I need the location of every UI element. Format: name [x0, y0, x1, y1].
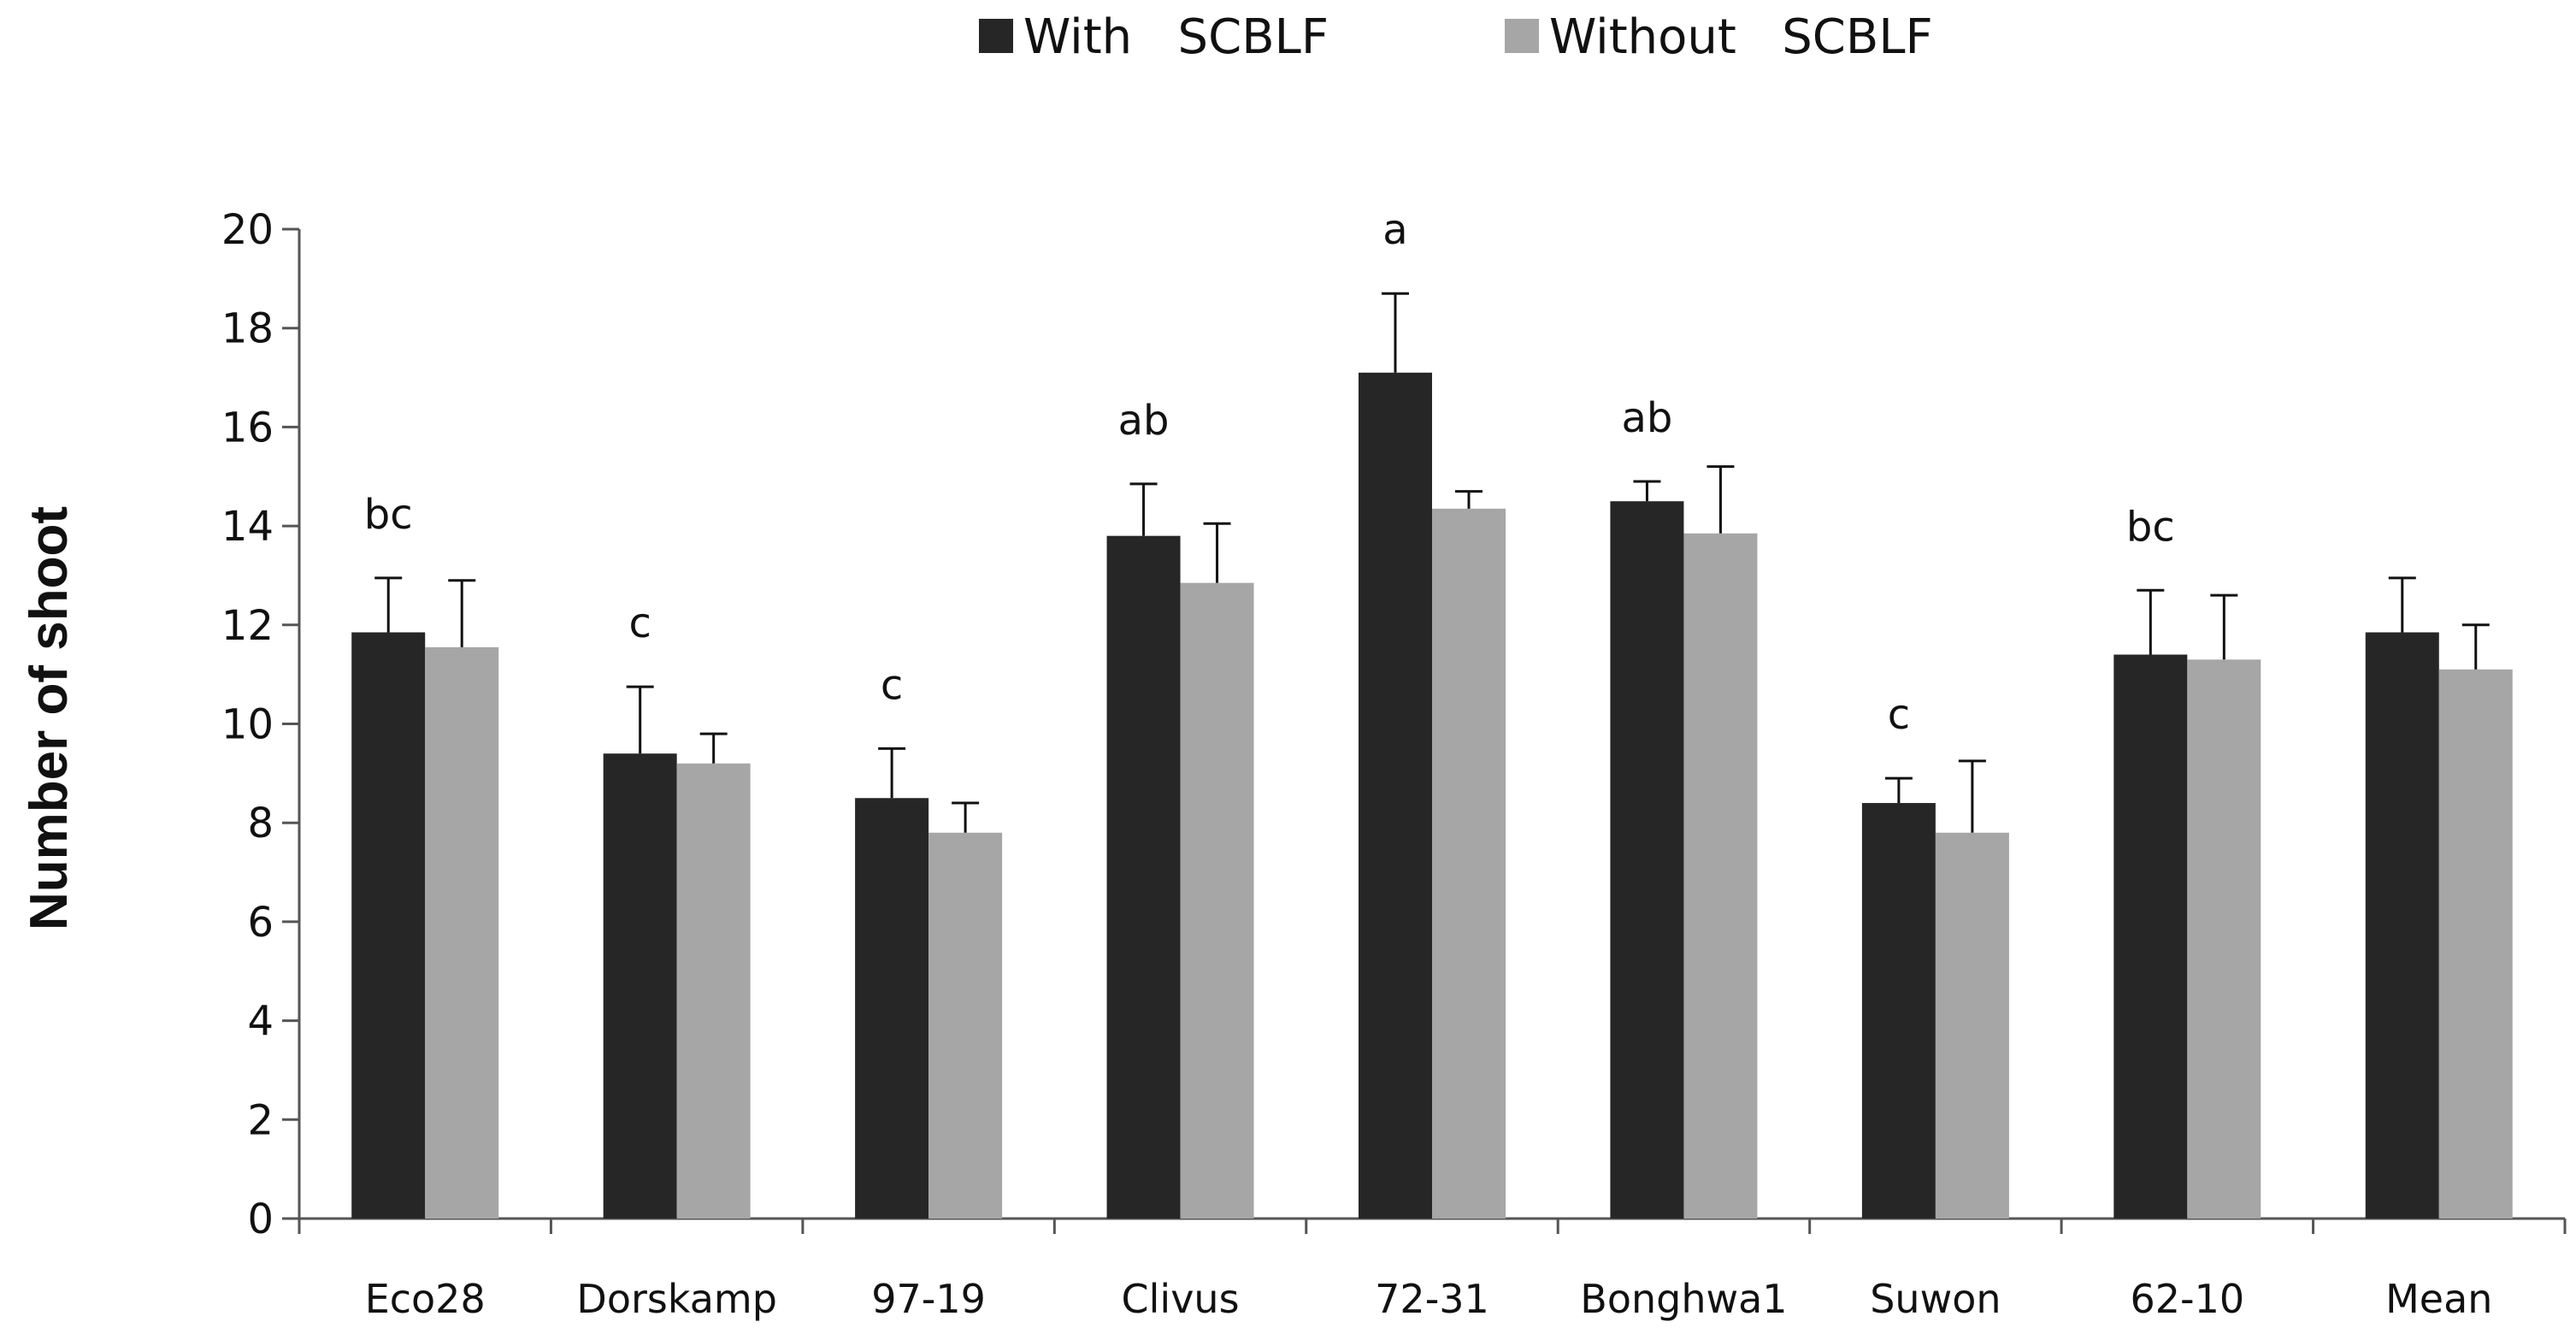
y-tick-label: 14 [221, 503, 274, 551]
significance-label: c [1888, 691, 1910, 739]
x-tick-label: Dorskamp [576, 1276, 776, 1322]
bar-with [351, 632, 426, 1219]
x-tick-label: Bonghwa1 [1580, 1276, 1787, 1322]
significance-label: bc [364, 491, 413, 539]
x-axis: Eco28 Dorskamp 97-19 Clivus 72-31 Bonghwa1 Suw… [298, 1217, 2567, 1322]
bar-with [1359, 372, 1432, 1219]
significance-label: bc [2126, 503, 2175, 551]
significance-label: ab [1621, 394, 1672, 442]
x-tick-label: 62-10 [2130, 1276, 2244, 1322]
y-tick-label: 10 [221, 701, 274, 749]
x-tick-label: Clivus [1122, 1276, 1240, 1322]
x-tick-label: 72-31 [1375, 1276, 1489, 1322]
x-tick-label: Eco28 [365, 1276, 486, 1322]
y-tick-label: 8 [247, 800, 274, 847]
bar-with [2365, 632, 2439, 1219]
significance-label: a [1382, 206, 1407, 254]
significance-labels: bc c c ab a ab c bc [364, 206, 2175, 739]
bar-with [855, 798, 929, 1219]
bar-with [1861, 803, 1936, 1219]
y-tick-label: 6 [247, 899, 274, 947]
bar-without [928, 832, 1003, 1219]
x-tick-label: Mean [2385, 1276, 2492, 1322]
bar-without [2187, 659, 2261, 1219]
error-bars [374, 292, 2490, 833]
bar-with [1610, 501, 1684, 1219]
bars [351, 372, 2513, 1219]
y-axis-label: Number of shoot [20, 506, 79, 930]
significance-label: c [881, 661, 903, 709]
y-axis: 0 2 4 6 8 10 12 14 16 18 20 [221, 206, 301, 1243]
legend-swatch [1505, 19, 1539, 53]
bar-without [425, 646, 499, 1219]
significance-label: c [628, 599, 651, 647]
y-tick-label: 2 [247, 1096, 274, 1144]
legend-label: Without SCBLF [1549, 9, 1933, 65]
legend-label: With SCBLF [1023, 9, 1329, 65]
legend-swatch [979, 19, 1013, 53]
bar-with [603, 753, 677, 1219]
bar-with [1106, 535, 1181, 1219]
y-tick-label: 16 [221, 404, 274, 452]
significance-label: ab [1118, 397, 1170, 445]
y-tick-label: 18 [221, 305, 274, 353]
bar-without [1935, 832, 2009, 1219]
bar-without [1432, 508, 1506, 1219]
bar-without [1683, 533, 1758, 1219]
y-tick-label: 0 [247, 1195, 274, 1243]
y-tick-label: 12 [221, 602, 274, 650]
bar-without [676, 763, 751, 1219]
y-tick-label: 20 [221, 206, 274, 254]
bar-with [2113, 654, 2188, 1219]
legend: With SCBLF Without SCBLF [979, 9, 1933, 65]
bar-without [1180, 582, 1254, 1219]
x-tick-label: 97-19 [871, 1276, 986, 1322]
x-tick-label: Suwon [1870, 1276, 2001, 1322]
y-tick-label: 4 [247, 998, 274, 1046]
bar-without [2438, 669, 2513, 1219]
